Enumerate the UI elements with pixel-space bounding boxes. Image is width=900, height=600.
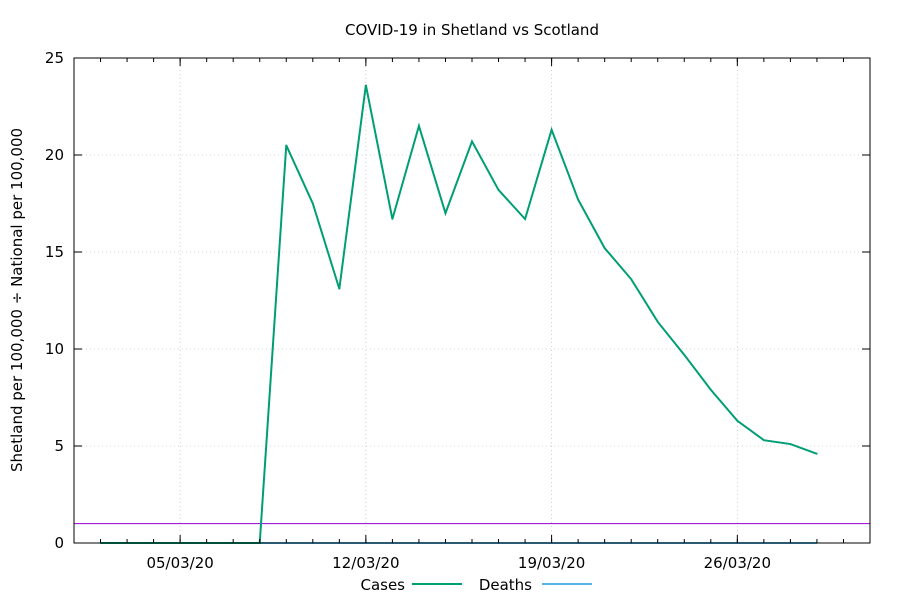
data-point-cases	[391, 218, 394, 220]
y-tick-label: 15	[45, 243, 64, 261]
x-tick-label: 26/03/20	[704, 554, 771, 572]
legend-label-deaths: Deaths	[479, 576, 532, 594]
y-axis-label: Shetland per 100,000 ÷ National per 100,…	[8, 128, 26, 472]
ticks: 0 5 10 15 20 25 05/03/20 12/03/20 19/03/20 26/03/…	[45, 49, 871, 572]
x-tick-label: 19/03/20	[518, 554, 585, 572]
plot-frame	[73, 57, 871, 544]
data-point-cases	[444, 212, 447, 214]
y-tick-label: 5	[54, 437, 64, 455]
series-group	[99, 84, 818, 544]
y-tick-label: 10	[45, 340, 64, 358]
data-point-cases	[471, 140, 473, 143]
data-point-cases	[285, 144, 288, 147]
data-point-cases	[763, 439, 765, 441]
y-tick-label: 25	[45, 49, 64, 67]
x-tick-label: 05/03/20	[146, 554, 213, 572]
legend-label-cases: Cases	[360, 576, 405, 594]
data-point-cases	[710, 388, 712, 391]
chart-title: COVID-19 in Shetland vs Scotland	[345, 21, 599, 39]
data-point-cases	[789, 443, 792, 445]
y-tick-label: 0	[54, 534, 64, 552]
x-tick-label: 12/03/20	[332, 554, 399, 572]
data-point-cases	[603, 247, 606, 249]
y-tick-label: 20	[45, 146, 64, 164]
legend: Cases Deaths	[360, 576, 592, 594]
data-point-cases	[497, 189, 500, 191]
data-point-cases	[365, 84, 367, 86]
data-point-cases	[683, 354, 686, 356]
data-point-cases	[736, 419, 739, 422]
data-point-cases	[630, 278, 632, 280]
data-point-cases	[312, 202, 314, 205]
data-point-cases	[550, 128, 553, 131]
data-point-cases	[338, 288, 341, 290]
data-point-cases	[816, 452, 818, 455]
data-point-cases	[418, 125, 420, 127]
grid	[74, 58, 870, 543]
series-line-cases	[100, 84, 818, 544]
data-point-cases	[656, 321, 659, 323]
data-point-cases	[577, 198, 579, 201]
data-point-cases	[524, 218, 526, 220]
